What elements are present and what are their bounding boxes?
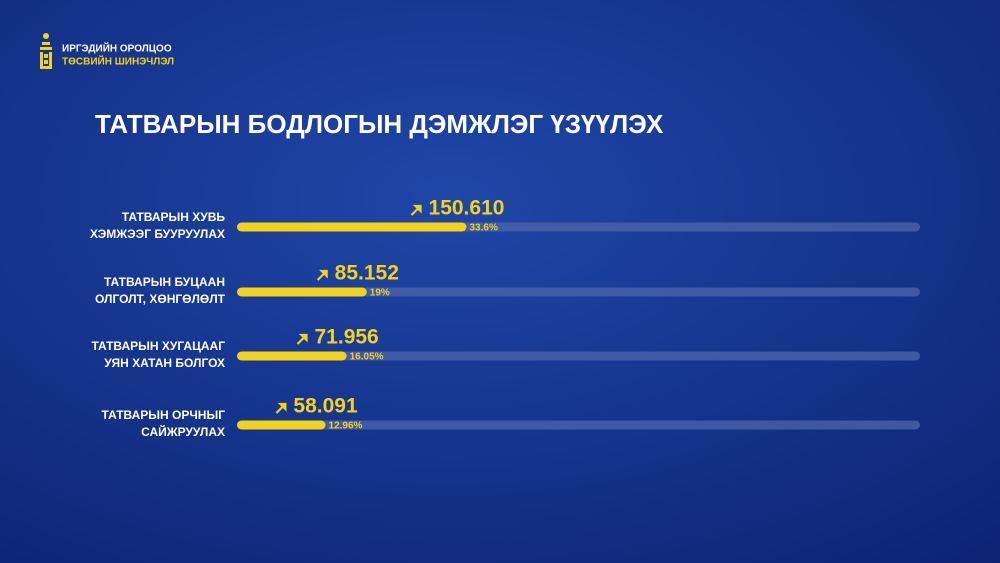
arrow-icon: [296, 333, 308, 345]
percent-label: 33.6%: [469, 223, 497, 234]
arrow-icon: [410, 204, 422, 216]
category-label: ТАТВАРЫН ОРЧНЫГ: [102, 408, 226, 422]
percent-label: 16.05%: [350, 352, 384, 363]
percent-label: 12.96%: [329, 421, 363, 432]
amount-label: 71.956: [315, 326, 379, 349]
logo-text: ИРГЭДИЙН ОРОЛЦОО: [62, 42, 172, 55]
bar-track: [237, 420, 920, 430]
percent-label: 19%: [370, 288, 390, 299]
category-label: ХЭМЖЭЭГ БУУРУУЛАХ: [90, 227, 225, 241]
bar-track: [237, 287, 920, 297]
amount-label: 58.091: [293, 395, 358, 418]
category-label: ТАТВАРЫН ХУВЬ: [122, 210, 226, 224]
amount-label: 150.610: [429, 197, 505, 220]
category-label: САЙЖРУУЛАХ: [141, 424, 225, 439]
category-label: ОЛГОЛТ, ХӨНГӨЛӨЛТ: [95, 292, 226, 306]
bar: [237, 222, 467, 232]
category-label: ТАТВАРЫН БУЦААН: [104, 275, 225, 289]
logo-text: ТӨСВИЙН ШИНЭЧЛЭЛ: [62, 55, 174, 68]
chart-title: ТАТВАРЫН БОДЛОГЫН ДЭМЖЛЭГ ҮЗҮҮЛЭХ: [95, 109, 664, 139]
bar: [237, 351, 347, 361]
category-label: УЯН ХАТАН БОЛГОХ: [104, 356, 225, 370]
bar: [237, 287, 367, 297]
amount-label: 85.152: [335, 262, 399, 285]
bar: [237, 420, 326, 430]
arrow-icon: [275, 402, 287, 414]
bar-track: [237, 351, 920, 361]
category-label: ТАТВАРЫН ХУГАЦААГ: [91, 339, 225, 353]
arrow-icon: [316, 269, 328, 281]
logo-icon: [40, 33, 52, 69]
